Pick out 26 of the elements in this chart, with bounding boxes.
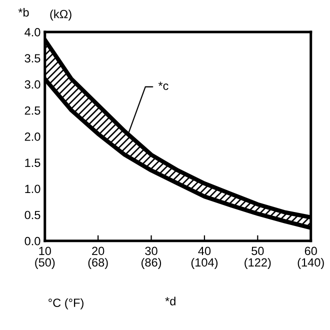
y-tick-label: 2.0 <box>24 132 40 141</box>
x-tick-label: 60 <box>304 246 317 256</box>
x2-tick-label: (50) <box>35 258 55 269</box>
x-tick-label: 30 <box>145 246 158 256</box>
x2-tick-label: (86) <box>142 258 162 269</box>
x-tick-label: 20 <box>92 246 104 256</box>
x2-tick-label: (140) <box>298 258 324 269</box>
y-tick-label: 2.5 <box>24 106 40 115</box>
x-axis-title: °C (°F) <box>48 298 84 310</box>
text: *b <box>18 8 29 17</box>
y-tick-label: 0.0 <box>24 236 40 246</box>
y-tick-label: 3.0 <box>24 80 40 89</box>
annotation: *c <box>158 82 168 90</box>
x2-tick-label: (68) <box>88 258 108 269</box>
x-tick-label: 10 <box>39 246 51 256</box>
x-tick-label: 40 <box>198 246 211 256</box>
x2-tick-label: (122) <box>244 258 271 269</box>
y-tick-label: 1.5 <box>25 158 40 167</box>
y-tick-label: 0.5 <box>24 210 40 220</box>
x2-tick-label: (104) <box>191 258 218 269</box>
y-tick-label: 1.0 <box>25 184 40 194</box>
y-axis-title: (kΩ) <box>50 10 72 21</box>
x-tick-label: 50 <box>252 246 264 256</box>
y-tick-label: 4.0 <box>24 28 40 36</box>
y-tick-label: 3.5 <box>24 54 40 63</box>
text: *d <box>165 296 176 306</box>
